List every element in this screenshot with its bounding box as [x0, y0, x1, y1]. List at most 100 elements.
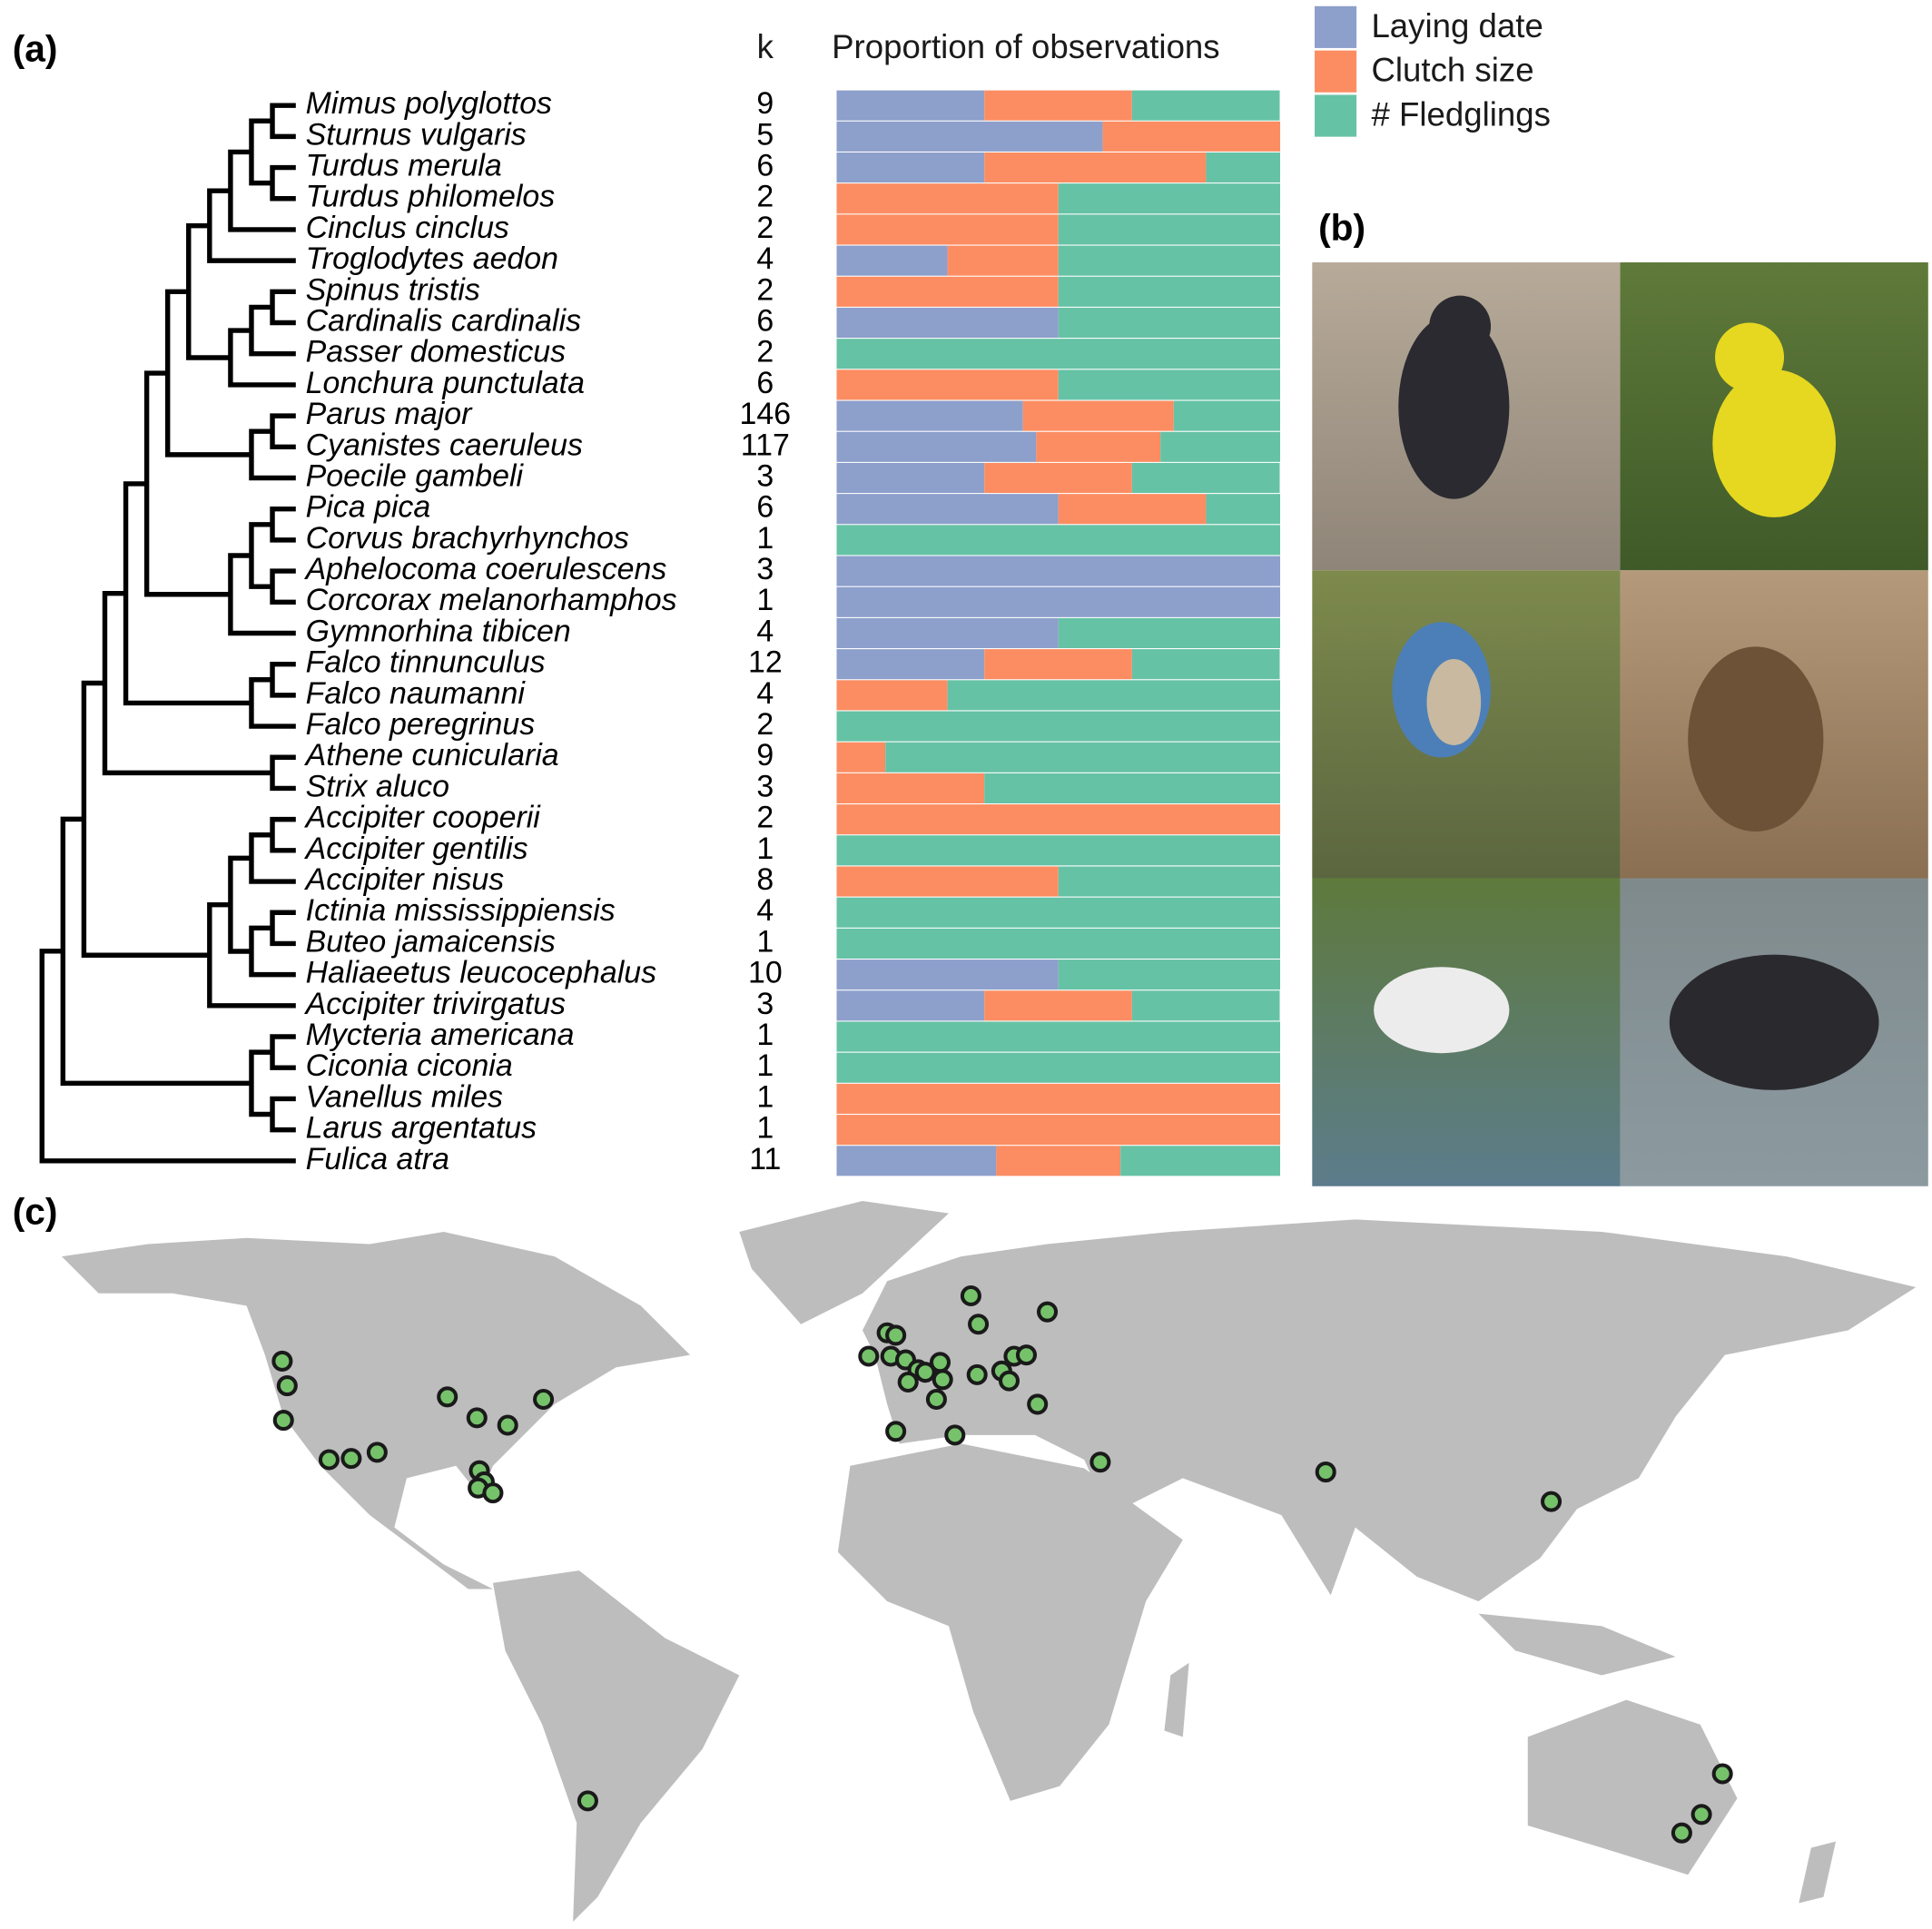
bar-segment	[836, 773, 985, 804]
k-value: 2	[756, 272, 774, 307]
species-label: Mimus polyglottos	[306, 86, 552, 121]
site-point	[932, 1369, 953, 1391]
species-label: Ictinia mississippiensis	[306, 893, 616, 928]
bar-segment	[984, 152, 1207, 183]
species-label: Parus major	[306, 397, 473, 431]
bar-segment	[984, 990, 1132, 1021]
bar-segment	[836, 711, 1281, 742]
k-value: 4	[756, 893, 774, 928]
bar-segment	[836, 431, 1037, 462]
bar-segment	[984, 773, 1281, 804]
site-point	[466, 1407, 488, 1429]
site-point	[437, 1386, 458, 1408]
k-value: 1	[756, 1048, 774, 1083]
species-label: Cinclus cinclus	[306, 211, 509, 245]
k-value: 6	[756, 303, 774, 338]
site-points	[271, 1284, 1733, 1844]
bar-segment	[1131, 462, 1280, 494]
species-label: Corcorax melanorhamphos	[306, 583, 677, 617]
bar-segment	[836, 400, 1023, 431]
site-point	[1027, 1393, 1049, 1415]
bar-segment	[836, 1115, 1281, 1146]
panel-label: (a)	[13, 28, 58, 70]
k-value: 4	[756, 676, 774, 711]
bar-segment	[1120, 1146, 1281, 1176]
bird	[1429, 295, 1492, 358]
k-value: 1	[756, 924, 774, 959]
bird	[1712, 369, 1837, 517]
bar-segment	[984, 462, 1132, 494]
k-value: 6	[756, 490, 774, 525]
site-point	[929, 1352, 951, 1373]
k-value: 12	[748, 645, 783, 680]
bar-segment	[836, 990, 985, 1021]
bar-segment	[1058, 494, 1207, 525]
site-point	[577, 1790, 598, 1812]
phylogeny	[39, 103, 296, 1164]
continent	[1478, 1613, 1676, 1676]
species-label: Spinus tristis	[306, 272, 480, 307]
k-value: 4	[756, 241, 774, 276]
k-value: 10	[748, 956, 783, 990]
site-point	[1015, 1344, 1038, 1366]
species-label: Pica pica	[306, 490, 431, 525]
species-label: Corvus brachyrhynchos	[306, 521, 629, 556]
site-point	[271, 1350, 293, 1372]
bar-title: Proportion of observations	[832, 28, 1220, 65]
k-value: 3	[756, 458, 774, 493]
site-point	[885, 1324, 907, 1346]
site-point	[482, 1482, 504, 1504]
species-label: Larus argentatus	[306, 1111, 537, 1146]
continent	[739, 1201, 950, 1324]
site-point	[925, 1388, 947, 1411]
bird	[1669, 954, 1879, 1090]
bar-segment	[836, 90, 985, 121]
bar-segment	[1058, 617, 1281, 649]
site-point	[366, 1442, 388, 1463]
bar-segment	[984, 649, 1132, 680]
bar-segment	[836, 556, 1281, 586]
bar-segment	[947, 245, 1059, 276]
species-label: Mycteria americana	[306, 1018, 575, 1052]
site-point	[340, 1448, 362, 1470]
bar-segment	[885, 742, 1281, 773]
site-point	[276, 1375, 298, 1397]
species-label: Passer domesticus	[306, 335, 566, 369]
bar-segment	[836, 121, 1103, 152]
bar-segment	[836, 369, 1059, 400]
bar-segment	[947, 680, 1281, 711]
panel-label: (b)	[1318, 207, 1365, 249]
species-label: Strix aluco	[306, 769, 449, 803]
bar-segment	[836, 525, 1281, 556]
site-point	[897, 1371, 919, 1393]
k-value: 1	[756, 521, 774, 556]
species-label: Buteo jamaicensis	[306, 924, 556, 959]
species-label: Falco naumanni	[306, 676, 527, 711]
continent	[61, 1231, 691, 1589]
legend-label: Clutch size	[1371, 52, 1533, 89]
bar-segment	[836, 742, 886, 773]
bar-segment	[836, 617, 1059, 649]
continent	[1799, 1841, 1837, 1904]
site-point	[998, 1370, 1020, 1392]
k-value: 1	[756, 1111, 774, 1146]
legend-label: # Fledglings	[1371, 96, 1551, 133]
continent	[1164, 1662, 1189, 1737]
bar-segment	[1058, 183, 1281, 214]
k-value: 8	[756, 862, 774, 897]
bar-segment	[836, 462, 985, 494]
species-label: Fulica atra	[306, 1142, 449, 1176]
species-label: Vanellus miles	[306, 1079, 503, 1114]
k-value: 6	[756, 366, 774, 400]
bar-segment	[1058, 307, 1281, 339]
bird	[1398, 314, 1510, 499]
k-value: 6	[756, 148, 774, 182]
bar-segment	[1206, 494, 1281, 525]
k-value: 11	[749, 1142, 781, 1176]
bar-segment	[836, 586, 1281, 617]
bar-segment	[836, 897, 1281, 928]
k-value: 1	[756, 583, 774, 617]
species-label: Ciconia ciconia	[306, 1048, 513, 1083]
bar-segment	[836, 928, 1281, 959]
species-label: Falco tinnunculus	[306, 645, 546, 680]
